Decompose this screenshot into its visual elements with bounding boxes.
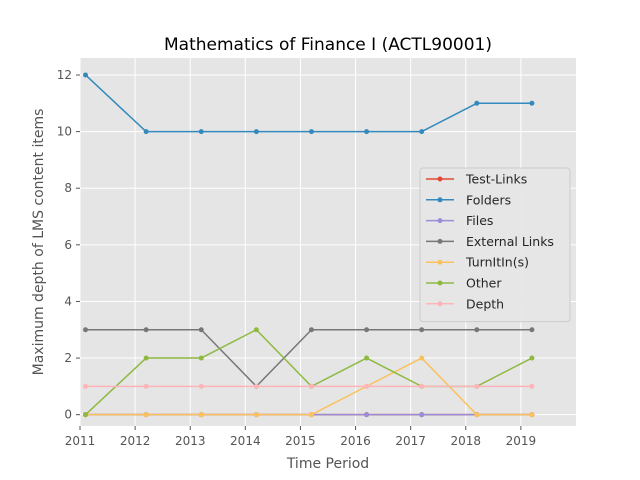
data-point bbox=[474, 383, 480, 389]
legend-label: TurnItIn(s) bbox=[465, 255, 529, 270]
data-point bbox=[529, 383, 535, 389]
data-point bbox=[253, 383, 259, 389]
data-point bbox=[253, 129, 259, 135]
data-point bbox=[364, 327, 370, 333]
data-point bbox=[529, 355, 535, 361]
x-tick-label: 2019 bbox=[506, 434, 537, 448]
legend-item: Files bbox=[426, 213, 493, 228]
x-tick-label: 2013 bbox=[175, 434, 206, 448]
data-point bbox=[529, 327, 535, 333]
data-point bbox=[308, 383, 314, 389]
data-point bbox=[143, 383, 149, 389]
x-tick-label: 2017 bbox=[395, 434, 426, 448]
legend-label: Depth bbox=[466, 296, 504, 311]
data-point bbox=[419, 383, 425, 389]
data-point bbox=[419, 129, 425, 135]
series-depth bbox=[83, 383, 535, 389]
data-point bbox=[308, 327, 314, 333]
data-point bbox=[198, 412, 204, 418]
y-tick-label: 6 bbox=[64, 238, 72, 252]
data-point bbox=[143, 129, 149, 135]
legend-item: Other bbox=[426, 276, 502, 291]
data-point bbox=[419, 412, 425, 418]
data-point bbox=[198, 129, 204, 135]
legend-marker bbox=[437, 238, 443, 244]
legend-label: Folders bbox=[466, 192, 511, 207]
data-point bbox=[364, 355, 370, 361]
data-point bbox=[419, 327, 425, 333]
data-point bbox=[364, 383, 370, 389]
data-point bbox=[198, 383, 204, 389]
legend-box bbox=[419, 167, 571, 323]
x-tick-label: 2015 bbox=[285, 434, 316, 448]
data-point bbox=[364, 129, 370, 135]
data-point bbox=[308, 129, 314, 135]
data-point bbox=[253, 327, 259, 333]
y-tick-label: 8 bbox=[64, 181, 72, 195]
data-point bbox=[83, 327, 89, 333]
x-tick-label: 2016 bbox=[340, 434, 371, 448]
y-tick-label: 12 bbox=[57, 68, 72, 82]
x-tick-label: 2011 bbox=[65, 434, 96, 448]
data-point bbox=[529, 412, 535, 418]
legend-marker bbox=[437, 197, 443, 203]
legend-marker bbox=[437, 301, 443, 307]
data-point bbox=[308, 412, 314, 418]
data-point bbox=[198, 355, 204, 361]
legend-marker bbox=[437, 218, 443, 224]
data-point bbox=[83, 383, 89, 389]
data-point bbox=[83, 72, 89, 78]
y-tick-label: 2 bbox=[64, 351, 72, 365]
x-axis-ticks: 2011 2012 2013 2014 2015 2016 2017 2018 2019 bbox=[65, 426, 536, 448]
y-tick-label: 0 bbox=[64, 408, 72, 422]
data-point bbox=[143, 412, 149, 418]
x-axis-label: Time Period bbox=[286, 456, 369, 472]
legend-item: Depth bbox=[426, 296, 504, 311]
legend-item: TurnItIn(s) bbox=[426, 255, 529, 270]
data-point bbox=[474, 100, 480, 106]
data-point bbox=[143, 355, 149, 361]
legend-marker bbox=[437, 176, 443, 182]
data-point bbox=[419, 355, 425, 361]
x-tick-label: 2012 bbox=[120, 434, 151, 448]
x-tick-label: 2018 bbox=[451, 434, 482, 448]
legend-marker bbox=[437, 259, 443, 265]
y-axis-ticks: 0 2 4 6 8 10 12 bbox=[57, 68, 80, 422]
legend-item: Folders bbox=[426, 192, 511, 207]
legend-label: Files bbox=[466, 213, 493, 228]
data-point bbox=[474, 327, 480, 333]
legend-item: Test-Links bbox=[426, 172, 527, 187]
legend-label: Other bbox=[466, 276, 502, 291]
series-lines bbox=[83, 72, 535, 418]
data-point bbox=[364, 412, 370, 418]
legend-label: External Links bbox=[466, 234, 554, 249]
legend: Test-Links Folders Files External Links Turn… bbox=[419, 167, 571, 323]
y-tick-label: 4 bbox=[64, 294, 72, 308]
series-folders bbox=[83, 72, 535, 135]
legend-item: External Links bbox=[426, 234, 554, 249]
y-axis-label: Maximum depth of LMS content items bbox=[31, 109, 47, 376]
data-point bbox=[83, 412, 89, 418]
x-tick-label: 2014 bbox=[230, 434, 261, 448]
data-point bbox=[198, 327, 204, 333]
data-point bbox=[143, 327, 149, 333]
data-point bbox=[474, 412, 480, 418]
chart-title: Mathematics of Finance I (ACTL90001) bbox=[164, 35, 492, 55]
legend-label: Test-Links bbox=[465, 172, 527, 187]
legend-marker bbox=[437, 280, 443, 286]
data-point bbox=[529, 100, 535, 106]
y-tick-label: 10 bbox=[57, 125, 72, 139]
data-point bbox=[253, 412, 259, 418]
